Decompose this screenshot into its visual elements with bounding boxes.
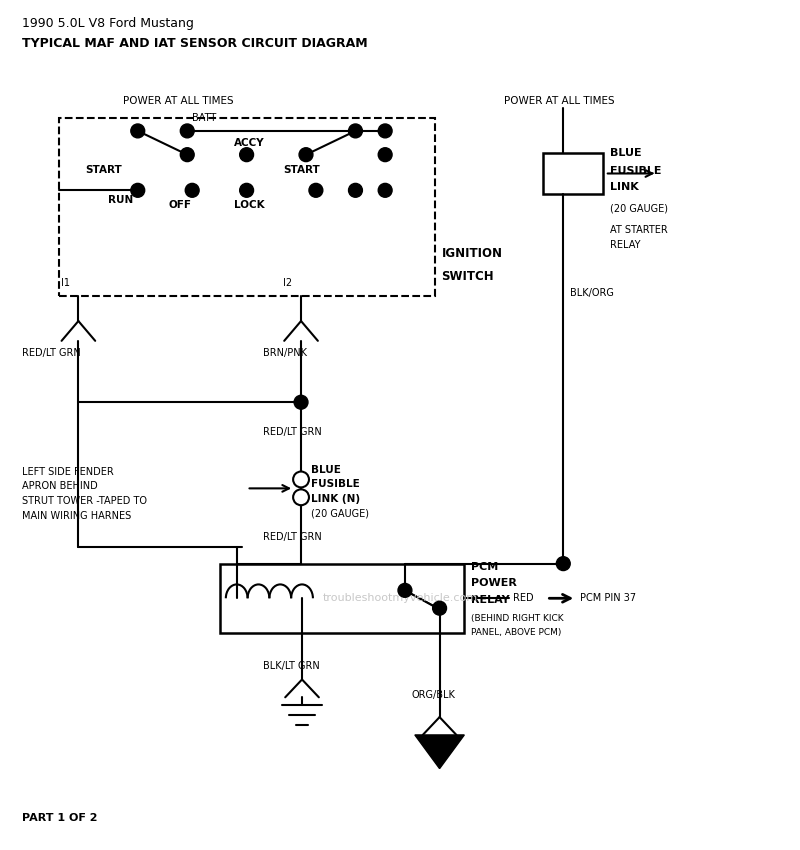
Text: FUSIBLE: FUSIBLE: [610, 166, 662, 175]
Text: BRN/PNK: BRN/PNK: [263, 348, 307, 358]
Text: LINK: LINK: [610, 183, 638, 192]
Text: OFF: OFF: [169, 201, 192, 210]
Text: FUSIBLE: FUSIBLE: [311, 479, 360, 490]
Circle shape: [293, 472, 309, 487]
Text: A: A: [436, 745, 443, 755]
Circle shape: [131, 184, 145, 197]
Text: AT STARTER: AT STARTER: [610, 225, 667, 235]
Circle shape: [349, 184, 362, 197]
Text: ACCY: ACCY: [234, 138, 264, 148]
Text: TYPICAL MAF AND IAT SENSOR CIRCUIT DIAGRAM: TYPICAL MAF AND IAT SENSOR CIRCUIT DIAGR…: [22, 37, 368, 50]
Text: (BEHIND RIGHT KICK: (BEHIND RIGHT KICK: [471, 614, 564, 622]
Text: PART 1 OF 2: PART 1 OF 2: [22, 813, 98, 823]
Text: (20 GAUGE): (20 GAUGE): [311, 508, 369, 518]
Circle shape: [433, 601, 446, 615]
Text: MAIN WIRING HARNES: MAIN WIRING HARNES: [22, 511, 131, 521]
Text: RED/LT GRN: RED/LT GRN: [263, 427, 322, 437]
Text: I1: I1: [61, 279, 70, 288]
Text: START: START: [86, 165, 122, 174]
Text: RELAY: RELAY: [471, 595, 510, 605]
Text: APRON BEHIND: APRON BEHIND: [22, 481, 98, 491]
Text: IGNITION: IGNITION: [442, 247, 502, 260]
Circle shape: [131, 124, 145, 138]
Circle shape: [240, 148, 254, 162]
Circle shape: [293, 490, 309, 505]
Text: SWITCH: SWITCH: [442, 270, 494, 283]
Text: LOCK: LOCK: [234, 201, 264, 210]
Polygon shape: [415, 735, 464, 768]
Text: BLK/LT GRN: BLK/LT GRN: [263, 660, 320, 671]
Text: LEFT SIDE FENDER: LEFT SIDE FENDER: [22, 467, 114, 477]
Text: RUN: RUN: [108, 196, 134, 205]
Text: ORG/BLK: ORG/BLK: [412, 690, 456, 700]
Circle shape: [180, 124, 194, 138]
Text: PCM PIN 37: PCM PIN 37: [580, 593, 636, 604]
Text: BLK/ORG: BLK/ORG: [570, 288, 614, 298]
Text: POWER AT ALL TIMES: POWER AT ALL TIMES: [123, 96, 234, 106]
Text: (20 GAUGE): (20 GAUGE): [610, 203, 668, 213]
Text: 1990 5.0L V8 Ford Mustang: 1990 5.0L V8 Ford Mustang: [22, 18, 194, 31]
Circle shape: [240, 184, 254, 197]
Text: STRUT TOWER -TAPED TO: STRUT TOWER -TAPED TO: [22, 496, 147, 507]
Text: RELAY: RELAY: [610, 240, 640, 250]
Text: POWER: POWER: [471, 579, 517, 588]
Text: BLUE: BLUE: [311, 465, 341, 474]
Circle shape: [378, 124, 392, 138]
Circle shape: [299, 148, 313, 162]
Text: BATT: BATT: [192, 113, 217, 123]
Text: RED/LT GRN: RED/LT GRN: [22, 348, 81, 358]
Text: troubleshootmyvehicle.com: troubleshootmyvehicle.com: [322, 593, 478, 604]
Text: LINK (N): LINK (N): [311, 494, 360, 504]
Text: RED/LT GRN: RED/LT GRN: [263, 532, 322, 542]
Circle shape: [294, 395, 308, 409]
Text: BLUE: BLUE: [610, 148, 642, 158]
Bar: [220, 564, 464, 633]
Circle shape: [398, 583, 412, 598]
Circle shape: [309, 184, 323, 197]
Circle shape: [378, 184, 392, 197]
Text: RED: RED: [513, 593, 534, 604]
Circle shape: [556, 557, 570, 570]
Text: PCM: PCM: [471, 562, 498, 571]
Circle shape: [378, 148, 392, 162]
Circle shape: [186, 184, 199, 197]
Text: I2: I2: [283, 279, 292, 288]
Bar: [543, 153, 603, 195]
Bar: [58, 118, 434, 297]
Text: POWER AT ALL TIMES: POWER AT ALL TIMES: [504, 96, 614, 106]
Text: START: START: [283, 165, 320, 174]
Circle shape: [349, 124, 362, 138]
Text: PANEL, ABOVE PCM): PANEL, ABOVE PCM): [471, 628, 562, 638]
Circle shape: [180, 148, 194, 162]
